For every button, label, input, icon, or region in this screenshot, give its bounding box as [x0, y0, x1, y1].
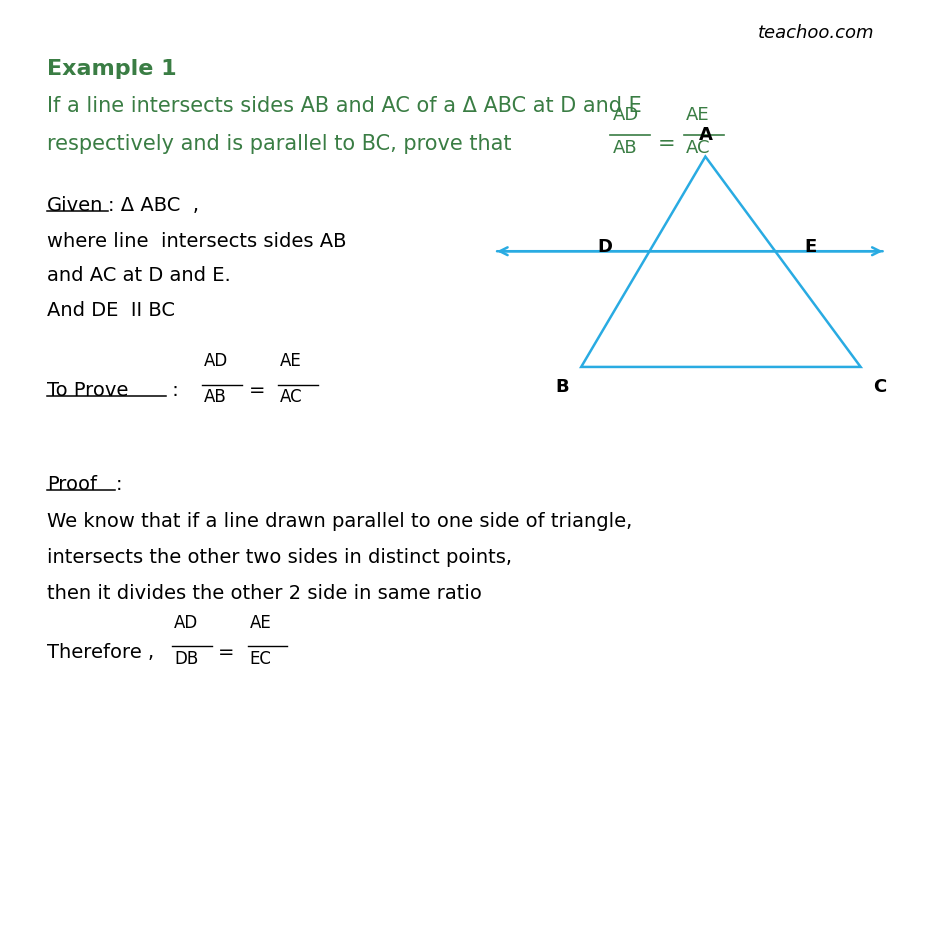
Text: where line  intersects sides AB: where line intersects sides AB — [47, 231, 346, 250]
Text: teachoo.com: teachoo.com — [757, 24, 873, 42]
Text: AD: AD — [204, 352, 228, 370]
Text: And DE  II BC: And DE II BC — [47, 301, 175, 320]
Text: To Prove: To Prove — [47, 380, 128, 399]
Text: C: C — [872, 378, 885, 396]
Text: intersects the other two sides in distinct points,: intersects the other two sides in distin… — [47, 548, 512, 566]
Text: Given: Given — [47, 195, 104, 214]
Text: If a line intersects sides AB and AC of a Δ ABC at D and E: If a line intersects sides AB and AC of … — [47, 96, 641, 116]
Text: :: : — [166, 380, 178, 399]
Text: =: = — [248, 380, 264, 399]
Text: AE: AE — [685, 106, 709, 124]
Text: Therefore ,: Therefore , — [47, 642, 154, 661]
Text: AE: AE — [279, 352, 301, 370]
Text: =: = — [218, 642, 234, 661]
Text: and AC at D and E.: and AC at D and E. — [47, 266, 230, 285]
Text: D: D — [597, 238, 612, 256]
Text: E: E — [804, 238, 817, 256]
Text: EC: EC — [249, 649, 271, 667]
Text: AB: AB — [612, 139, 636, 157]
Text: We know that if a line drawn parallel to one side of triangle,: We know that if a line drawn parallel to… — [47, 512, 632, 531]
Text: AB: AB — [204, 388, 227, 406]
Text: DB: DB — [174, 649, 198, 667]
Text: AD: AD — [612, 106, 638, 124]
Text: Example 1: Example 1 — [47, 59, 177, 78]
Text: A: A — [698, 126, 712, 144]
Text: B: B — [554, 378, 568, 396]
Text: AC: AC — [685, 139, 710, 157]
Text: Proof: Proof — [47, 475, 97, 494]
Text: respectively and is parallel to BC, prove that: respectively and is parallel to BC, prov… — [47, 134, 518, 154]
Text: :: : — [115, 475, 122, 494]
Text: AE: AE — [249, 614, 271, 632]
Text: then it divides the other 2 side in same ratio: then it divides the other 2 side in same… — [47, 583, 481, 602]
Text: =: = — [657, 134, 675, 154]
Text: AC: AC — [279, 388, 302, 406]
Text: : Δ ABC  ,: : Δ ABC , — [108, 195, 198, 214]
Text: AD: AD — [174, 614, 198, 632]
